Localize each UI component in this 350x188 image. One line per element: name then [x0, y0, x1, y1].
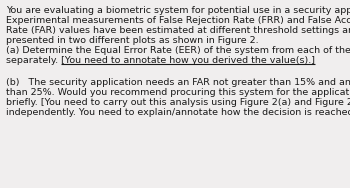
Text: Rate (FAR) values have been estimated at different threshold settings and are: Rate (FAR) values have been estimated at… — [6, 26, 350, 35]
Text: Experimental measurements of False Rejection Rate (FRR) and False Acceptance: Experimental measurements of False Rejec… — [6, 16, 350, 25]
Text: (b)   The security application needs an FAR not greater than 15% and an FRR less: (b) The security application needs an FA… — [6, 78, 350, 87]
Text: [You need to annotate how you derived the value(s).]: [You need to annotate how you derived th… — [62, 56, 315, 65]
Text: independently. You need to explain/annotate how the decision is reached.]: independently. You need to explain/annot… — [6, 108, 350, 117]
Text: briefly. [You need to carry out this analysis using Figure 2(a) and Figure 2(b): briefly. [You need to carry out this ana… — [6, 98, 350, 107]
Text: separately.: separately. — [6, 56, 62, 65]
Text: presented in two different plots as shown in Figure 2.: presented in two different plots as show… — [6, 36, 259, 45]
Text: You are evaluating a biometric system for potential use in a security applicatio: You are evaluating a biometric system fo… — [6, 6, 350, 15]
Text: than 25%. Would you recommend procuring this system for the application? Explain: than 25%. Would you recommend procuring … — [6, 88, 350, 97]
Text: (a) Determine the Equal Error Rate (EER) of the system from each of the plots: (a) Determine the Equal Error Rate (EER)… — [6, 46, 350, 55]
